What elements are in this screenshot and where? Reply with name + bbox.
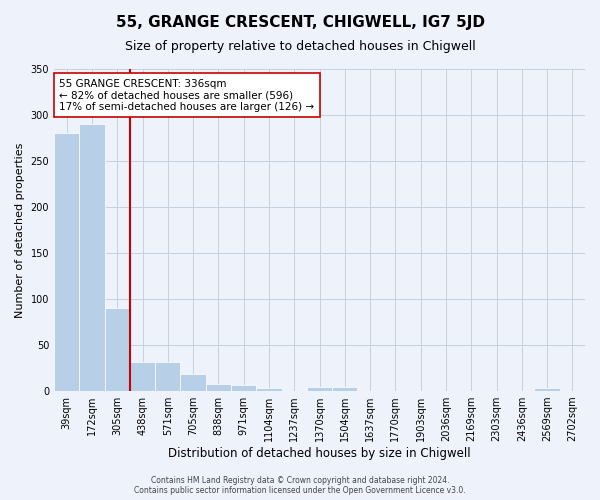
- Bar: [181, 374, 206, 391]
- Text: Size of property relative to detached houses in Chigwell: Size of property relative to detached ho…: [125, 40, 475, 53]
- Bar: [79, 124, 104, 391]
- Text: 55, GRANGE CRESCENT, CHIGWELL, IG7 5JD: 55, GRANGE CRESCENT, CHIGWELL, IG7 5JD: [115, 15, 485, 30]
- Y-axis label: Number of detached properties: Number of detached properties: [15, 142, 25, 318]
- Bar: [231, 386, 256, 391]
- Bar: [155, 362, 181, 391]
- Bar: [206, 384, 231, 391]
- Text: 55 GRANGE CRESCENT: 336sqm
← 82% of detached houses are smaller (596)
17% of sem: 55 GRANGE CRESCENT: 336sqm ← 82% of deta…: [59, 78, 314, 112]
- Bar: [104, 308, 130, 391]
- Bar: [256, 388, 281, 391]
- Text: Contains HM Land Registry data © Crown copyright and database right 2024.
Contai: Contains HM Land Registry data © Crown c…: [134, 476, 466, 495]
- X-axis label: Distribution of detached houses by size in Chigwell: Distribution of detached houses by size …: [168, 447, 471, 460]
- Bar: [332, 388, 358, 391]
- Bar: [307, 388, 332, 391]
- Bar: [535, 388, 560, 391]
- Bar: [130, 362, 155, 391]
- Bar: [54, 134, 79, 391]
